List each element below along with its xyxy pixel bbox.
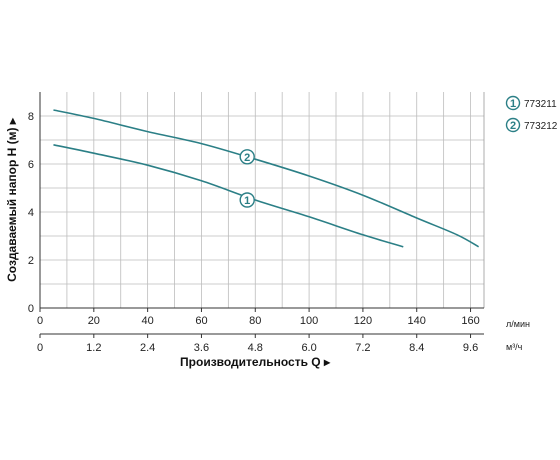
series-lines xyxy=(53,109,480,248)
legend-marker-label: 1 xyxy=(510,98,516,110)
plot-area xyxy=(40,92,484,308)
grid xyxy=(39,92,485,335)
x-unit-label: л/мин xyxy=(506,319,530,329)
legend-entry-label: 773212 xyxy=(524,121,558,132)
x2-tick-label: 7.2 xyxy=(355,342,370,354)
legend-marker-circle xyxy=(505,95,521,111)
x-tick-label: 20 xyxy=(88,315,100,327)
y-tick-label: 4 xyxy=(28,207,34,219)
x2-tick-label: 0 xyxy=(37,342,43,354)
series-marker-circle xyxy=(239,149,255,165)
series-marker-circle xyxy=(239,192,255,208)
legend-entry-label: 773211 xyxy=(524,99,557,110)
x-tick-label: 60 xyxy=(195,315,207,327)
x-tick-label: 40 xyxy=(142,315,154,327)
x2-tick-label: 8.4 xyxy=(409,342,424,354)
y-tick-label: 0 xyxy=(28,303,34,315)
x2-unit-label: м³/ч xyxy=(506,342,523,352)
x2-tick-label: 3.6 xyxy=(194,342,209,354)
x-tick-label: 140 xyxy=(408,315,426,327)
x-tick-label: 0 xyxy=(37,315,43,327)
series-markers: 12 xyxy=(239,149,255,208)
x2-tick-label: 6.0 xyxy=(301,342,316,354)
x2-tick-label: 4.8 xyxy=(248,342,263,354)
legend-marker-circle xyxy=(505,117,521,133)
series-marker-label: 1 xyxy=(244,195,250,207)
x2-tick-label: 1.2 xyxy=(86,342,101,354)
x-tick-label: 120 xyxy=(354,315,372,327)
legend: 1 773211 2 773212 xyxy=(505,95,558,133)
y-tick-label: 6 xyxy=(28,159,34,171)
series-line-773212 xyxy=(53,109,480,248)
x-axis-label: Производительность Q ▸ xyxy=(180,355,331,369)
series-marker-label: 2 xyxy=(244,152,250,164)
y-tick-label: 8 xyxy=(28,111,34,123)
x2-tick-label: 9.6 xyxy=(463,342,478,354)
x-tick-label: 100 xyxy=(300,315,318,327)
x-tick-label: 80 xyxy=(249,315,261,327)
y-axis-label: Создаваемый напор H (м) ▸ xyxy=(5,117,19,282)
y-tick-label: 2 xyxy=(28,255,34,267)
x-tick-label: 160 xyxy=(461,315,479,327)
legend-marker-label: 2 xyxy=(510,120,516,132)
series-line-773211 xyxy=(53,144,404,248)
x2-tick-label: 2.4 xyxy=(140,342,155,354)
